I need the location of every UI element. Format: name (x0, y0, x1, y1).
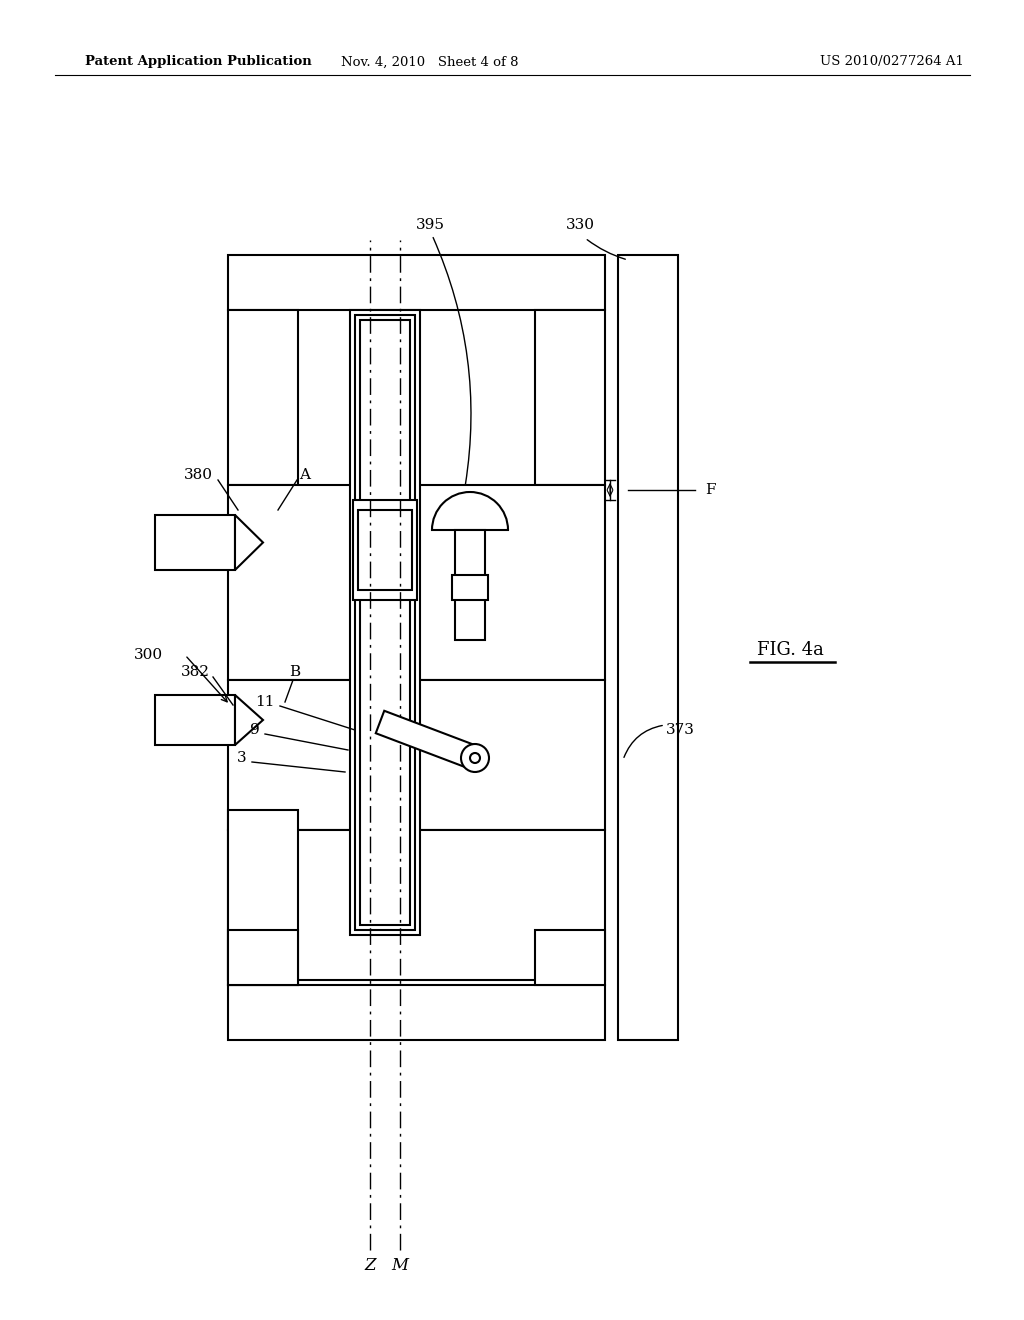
Text: 300: 300 (133, 648, 163, 663)
Text: Nov. 4, 2010   Sheet 4 of 8: Nov. 4, 2010 Sheet 4 of 8 (341, 55, 519, 69)
Text: 382: 382 (180, 665, 210, 678)
Bar (618, 255, 678, 1040)
Circle shape (461, 744, 489, 772)
Bar (228, 810, 298, 985)
Text: Patent Application Publication: Patent Application Publication (85, 55, 311, 69)
Text: B: B (290, 665, 301, 678)
Bar (228, 484, 605, 680)
Text: 330: 330 (565, 218, 595, 232)
Bar (228, 310, 298, 484)
Bar (228, 680, 605, 830)
Polygon shape (376, 710, 479, 770)
Bar (355, 315, 415, 931)
Text: 395: 395 (416, 218, 444, 232)
Text: 11: 11 (255, 696, 274, 709)
Text: FIG. 4a: FIG. 4a (757, 642, 823, 659)
Bar (535, 931, 605, 985)
Polygon shape (234, 696, 263, 744)
Text: A: A (299, 469, 310, 482)
Text: 3: 3 (238, 751, 247, 766)
Bar (358, 510, 412, 590)
Bar (452, 576, 488, 601)
Text: 9: 9 (250, 723, 260, 737)
Circle shape (470, 752, 480, 763)
Bar (228, 830, 605, 979)
Bar (228, 255, 605, 310)
Bar (455, 531, 485, 640)
Bar (350, 310, 420, 935)
Text: 373: 373 (666, 723, 694, 737)
Bar (360, 319, 410, 925)
Bar (228, 931, 298, 985)
Polygon shape (234, 515, 263, 570)
Text: US 2010/0277264 A1: US 2010/0277264 A1 (820, 55, 964, 69)
Bar (353, 500, 417, 601)
Text: 380: 380 (183, 469, 213, 482)
Bar (228, 985, 605, 1040)
Bar (155, 696, 234, 744)
Text: Z: Z (365, 1257, 376, 1274)
Bar (535, 310, 605, 484)
Text: M: M (391, 1257, 409, 1274)
Text: F: F (705, 483, 715, 498)
Bar (155, 515, 234, 570)
